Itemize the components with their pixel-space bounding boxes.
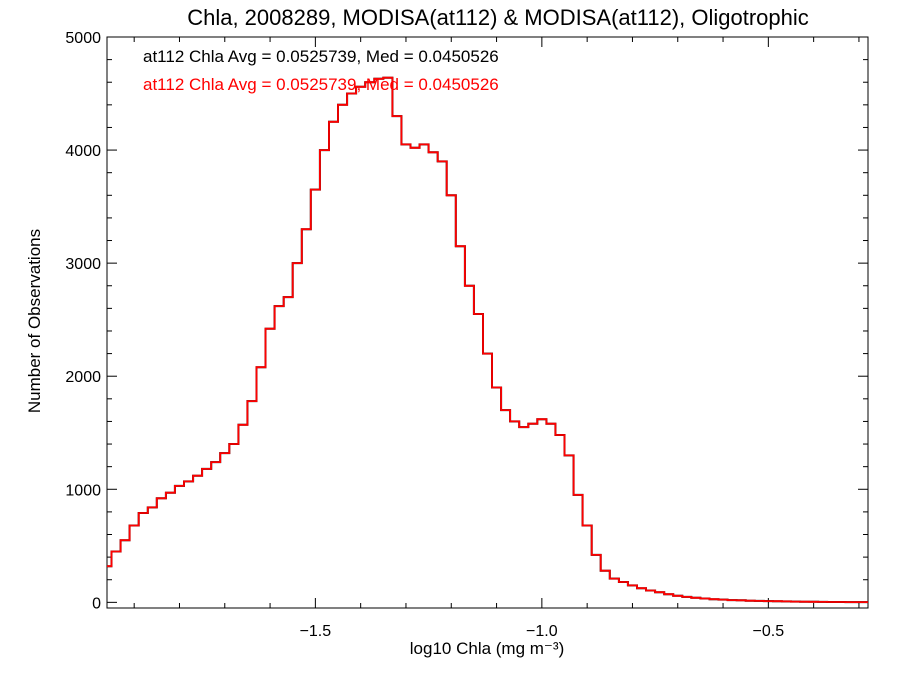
series-layer bbox=[107, 76, 868, 604]
y-tick-label: 5000 bbox=[65, 30, 101, 47]
chart-title: Chla, 2008289, MODISA(at112) & MODISA(at… bbox=[187, 5, 809, 30]
x-axis-label: log10 Chla (mg m⁻³) bbox=[410, 639, 564, 658]
y-axis-label: Number of Observations bbox=[25, 229, 44, 413]
x-tick-label: −0.5 bbox=[753, 623, 785, 640]
stats-annotation-2: at112 Chla Avg = 0.0525739, Med = 0.0450… bbox=[143, 75, 499, 94]
y-tick-label: 2000 bbox=[65, 369, 101, 386]
x-tick-label: −1.0 bbox=[526, 623, 558, 640]
y-tick-label: 3000 bbox=[65, 256, 101, 273]
y-tick-label: 4000 bbox=[65, 143, 101, 160]
plot-border bbox=[106, 36, 869, 609]
x-axis-ticks: −1.5 −1.0 −0.5 bbox=[133, 37, 860, 640]
stats-annotation-1: at112 Chla Avg = 0.0525739, Med = 0.0450… bbox=[143, 47, 499, 66]
y-axis-ticks: 0 1000 2000 3000 4000 5000 bbox=[65, 30, 868, 612]
y-tick-label: 1000 bbox=[65, 482, 101, 499]
series-line-2 bbox=[107, 76, 868, 603]
series-line-1 bbox=[107, 76, 868, 604]
plot-frame bbox=[106, 36, 869, 609]
y-tick-label: 0 bbox=[92, 595, 101, 612]
annotation-layer: at112 Chla Avg = 0.0525739, Med = 0.0450… bbox=[143, 47, 499, 94]
x-tick-label: −1.5 bbox=[300, 623, 332, 640]
